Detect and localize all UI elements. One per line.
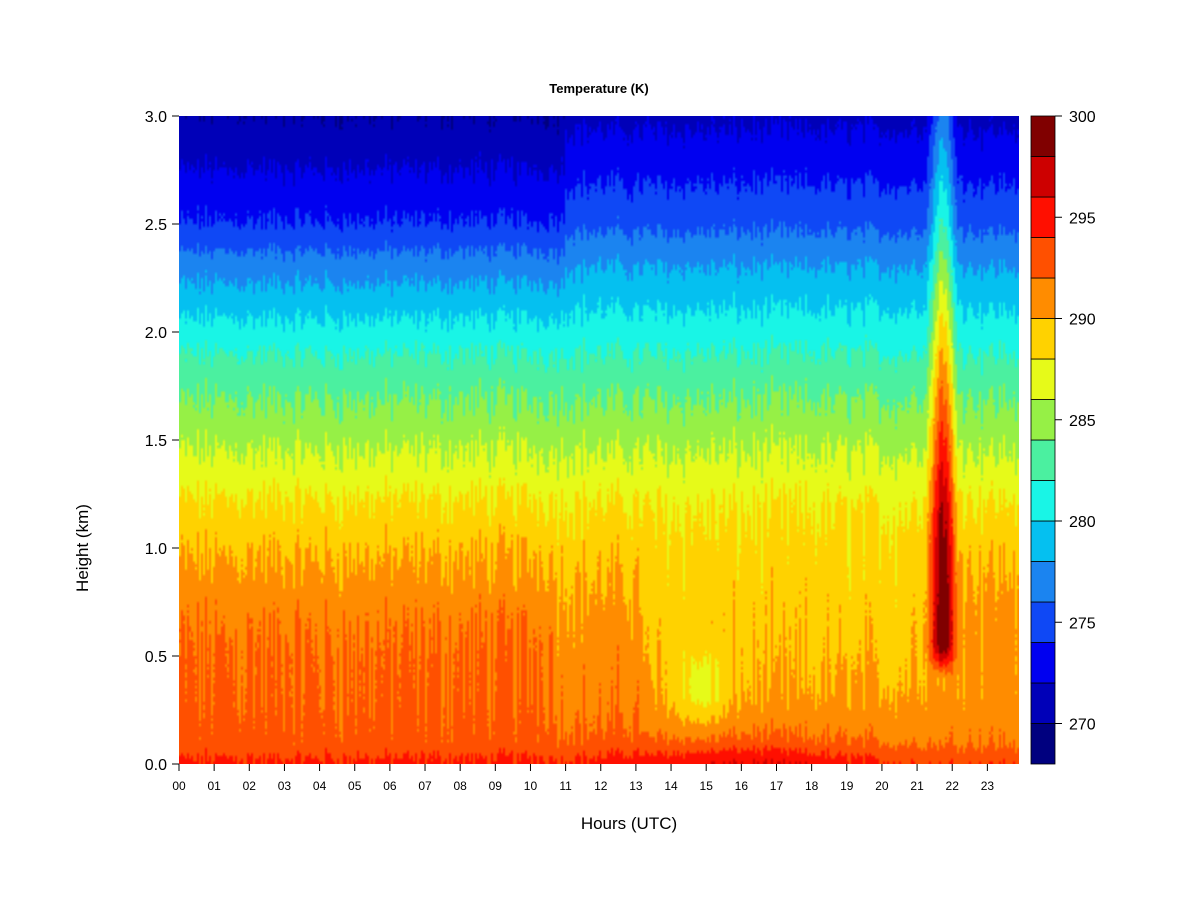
x-tick-label: 22 bbox=[946, 779, 960, 793]
x-tick-label: 17 bbox=[770, 779, 784, 793]
y-tick-label: 2.5 bbox=[145, 217, 167, 234]
x-axis: 00 01 02 03 04 05 06 07 08 09 10 11 12 13 14 15 16 17 18 19… bbox=[172, 764, 994, 793]
y-tick-label: 2.0 bbox=[145, 325, 167, 342]
colorbar-segment bbox=[1030, 156, 1056, 198]
y-tick-label: 0.5 bbox=[145, 649, 167, 666]
colorbar-segment bbox=[1030, 115, 1056, 157]
colorbar-segment bbox=[1030, 358, 1056, 400]
y-tick-label: 1.5 bbox=[145, 433, 167, 450]
colorbar-tick-label: 285 bbox=[1069, 413, 1096, 430]
heatmap-plot-area bbox=[179, 116, 1019, 764]
colorbar-segment bbox=[1030, 237, 1056, 279]
x-tick-label: 03 bbox=[278, 779, 292, 793]
x-tick-label: 15 bbox=[700, 779, 714, 793]
x-tick-label: 13 bbox=[629, 779, 643, 793]
colorbar-tick-label: 270 bbox=[1069, 717, 1096, 734]
colorbar-segment bbox=[1030, 682, 1056, 724]
x-tick-label: 12 bbox=[594, 779, 608, 793]
x-tick-label: 04 bbox=[313, 779, 327, 793]
colorbar-segment bbox=[1030, 196, 1056, 238]
x-tick-label: 23 bbox=[981, 779, 995, 793]
y-axis-title: Height (km) bbox=[73, 504, 92, 592]
x-tick-label: 06 bbox=[383, 779, 397, 793]
colorbar-segment bbox=[1030, 723, 1056, 765]
x-tick-label: 05 bbox=[348, 779, 362, 793]
colorbar-tick-label: 275 bbox=[1069, 615, 1096, 632]
x-tick-label: 02 bbox=[243, 779, 257, 793]
x-tick-label: 20 bbox=[875, 779, 889, 793]
colorbar-tick-label: 295 bbox=[1069, 210, 1096, 227]
y-tick-label: 0.0 bbox=[145, 757, 167, 774]
colorbar: 270 275 280 285 290 295 300 bbox=[1030, 109, 1096, 765]
heatmap-field bbox=[179, 116, 1019, 764]
x-tick-label: 18 bbox=[805, 779, 819, 793]
colorbar-segment bbox=[1030, 480, 1056, 522]
x-tick-label: 07 bbox=[418, 779, 432, 793]
colorbar-tick-label: 280 bbox=[1069, 514, 1096, 531]
colorbar-segment bbox=[1030, 601, 1056, 643]
x-tick-label: 01 bbox=[207, 779, 221, 793]
x-tick-label: 21 bbox=[910, 779, 924, 793]
colorbar-segment bbox=[1030, 520, 1056, 562]
y-tick-label: 3.0 bbox=[145, 109, 167, 126]
x-axis-title: Hours (UTC) bbox=[581, 814, 677, 833]
y-axis: 0.0 0.5 1.0 1.5 2.0 2.5 3.0 bbox=[145, 109, 179, 774]
x-tick-label: 10 bbox=[524, 779, 538, 793]
colorbar-tick-label: 290 bbox=[1069, 312, 1096, 329]
x-tick-label: 08 bbox=[453, 779, 467, 793]
colorbar-segment bbox=[1030, 642, 1056, 684]
colorbar-segment bbox=[1030, 277, 1056, 319]
x-tick-label: 11 bbox=[559, 779, 572, 793]
colorbar-tick-label: 300 bbox=[1069, 109, 1096, 126]
y-tick-label: 1.0 bbox=[145, 541, 167, 558]
colorbar-segment bbox=[1030, 561, 1056, 603]
chart-title: Temperature (K) bbox=[549, 81, 648, 96]
colorbar-segment bbox=[1030, 399, 1056, 441]
x-tick-label: 16 bbox=[735, 779, 749, 793]
x-tick-label: 19 bbox=[840, 779, 854, 793]
colorbar-segment bbox=[1030, 318, 1056, 360]
colorbar-segment bbox=[1030, 439, 1056, 481]
x-tick-label: 14 bbox=[664, 779, 678, 793]
x-tick-label: 09 bbox=[489, 779, 503, 793]
x-tick-label: 00 bbox=[172, 779, 186, 793]
